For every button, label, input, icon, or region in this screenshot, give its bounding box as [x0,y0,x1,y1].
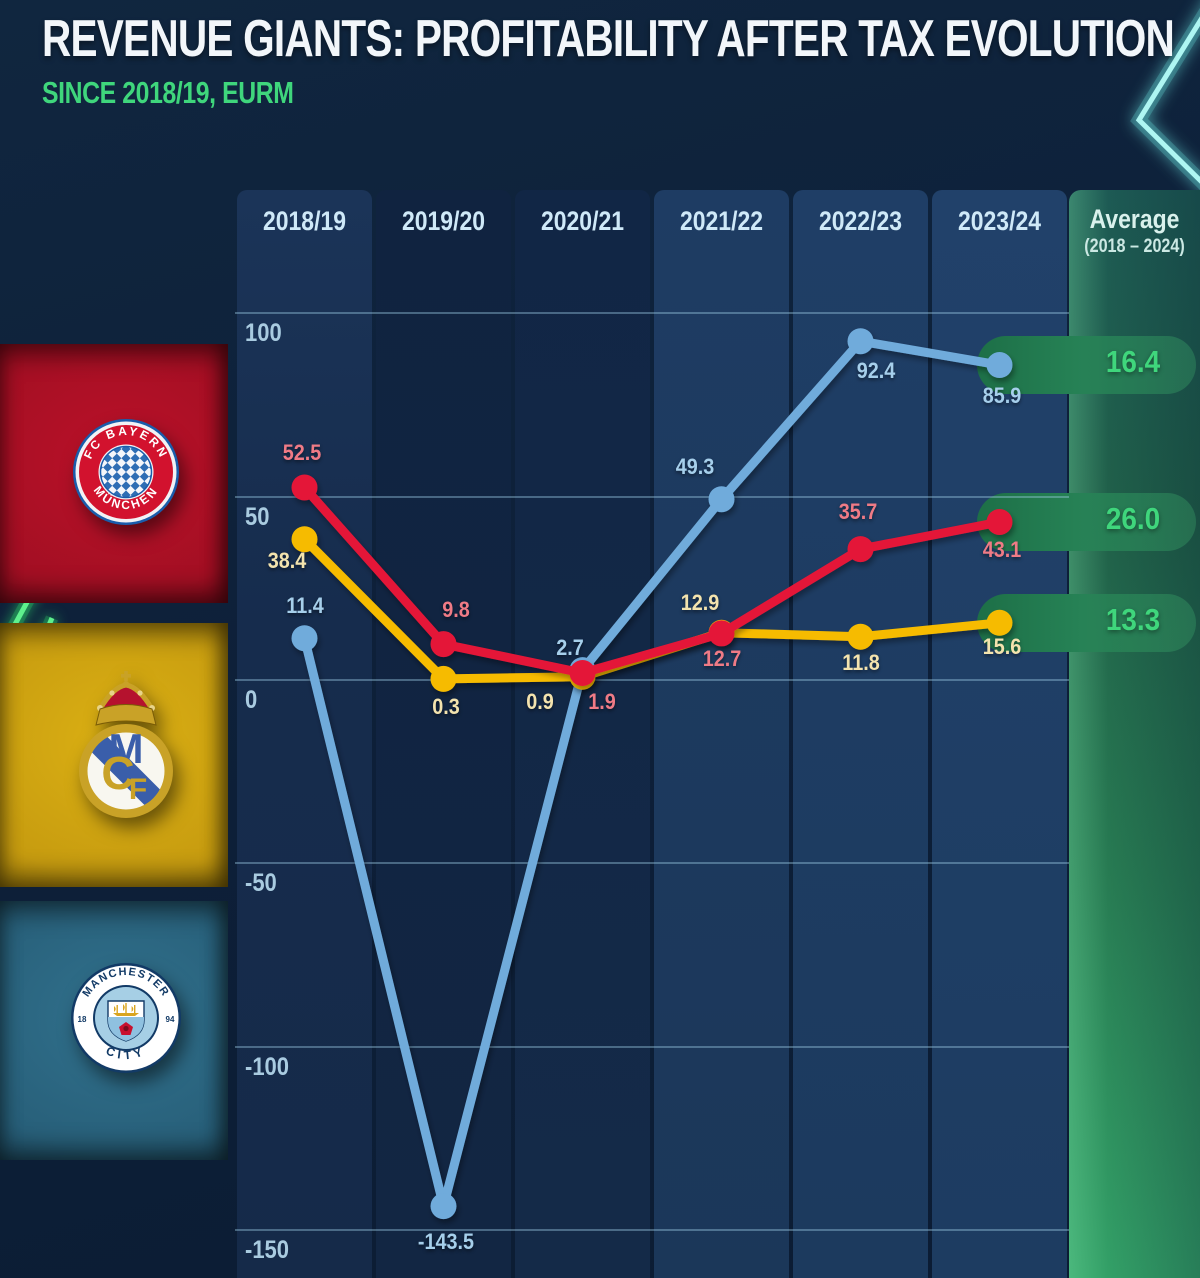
club-panel-man-city: MANCHESTER CITY 18 94 [0,901,228,1160]
data-point-label: 0.3 [431,693,460,719]
data-point-label: 92.4 [856,358,895,384]
ship-icon [113,1003,139,1016]
season-column-2020-21: 2020/21 [515,190,650,1278]
data-point-label: 11.4 [285,593,324,619]
real-monogram-c: C [101,747,134,799]
season-column-2022-23: 2022/23 [793,190,928,1278]
crown-icon [95,671,157,726]
average-value: 16.4 [1105,344,1161,380]
gridline [235,679,1069,681]
data-point-label: 0.9 [525,688,554,714]
manchester-city-badge-icon: MANCHESTER CITY 18 94 [71,963,181,1073]
data-point-label: 49.3 [675,454,714,480]
average-pill [977,593,1196,652]
season-column-label: 2021/22 [680,206,763,236]
club-panel-real-madrid: M C F [0,623,228,887]
y-axis-tick-label: -50 [245,869,277,898]
data-point-label: 43.1 [982,536,1021,562]
data-point-label: 12.9 [680,589,719,615]
average-column-title: Average [1089,204,1180,234]
average-value: 26.0 [1105,500,1161,536]
season-column-label: 2022/23 [819,206,902,236]
data-point-label: -143.5 [417,1229,474,1255]
gridline [235,1045,1069,1048]
season-column-label: 2019/20 [402,206,485,236]
city-badge-year-left: 18 [78,1015,87,1024]
data-point-label: 9.8 [441,597,470,623]
real-madrid-badge-icon: M C F [79,671,173,818]
season-column-2018-19: 2018/19 [237,190,372,1278]
data-point-label: 38.4 [267,548,306,574]
y-axis-tick-label: 0 [245,686,258,714]
header: REVENUE GIANTS: PROFITABILITY AFTER TAX … [42,12,1200,111]
club-panel-bayern: FC BAYERN MÜNCHEN [0,344,228,603]
city-shield-icon [107,1000,145,1042]
page-subtitle: SINCE 2018/19, EURM [42,74,294,110]
gridline [235,862,1069,865]
data-point-label: 85.9 [982,383,1021,409]
season-column-2019-20: 2019/20 [376,190,511,1278]
data-point-label: 12.7 [702,646,741,672]
gridline [235,1229,1069,1231]
data-point-label: 35.7 [838,499,877,525]
city-badge-year-right: 94 [166,1015,175,1024]
real-monogram-m: M [109,725,144,772]
season-column-label: 2018/19 [263,206,346,236]
y-axis-tick-label: -150 [245,1236,290,1264]
data-point-label: 52.5 [282,439,321,465]
bayern-munich-badge-icon: FC BAYERN MÜNCHEN [73,419,179,525]
average-value: 13.3 [1105,601,1161,637]
rose-icon [119,1022,133,1035]
average-column-range: (2018 – 2024) [1084,236,1185,257]
gridline [235,312,1069,315]
season-column-label: 2020/21 [541,206,624,236]
average-pill [977,492,1196,551]
season-column-2021-22: 2021/22 [654,190,789,1278]
average-pill [977,336,1196,395]
page-title: REVENUE GIANTS: PROFITABILITY AFTER TAX … [42,10,1175,68]
season-column-label: 2023/24 [958,206,1041,236]
data-point-label: 2.7 [555,635,584,661]
y-axis-tick-label: -100 [245,1052,290,1081]
data-point-label: 15.6 [982,633,1021,659]
y-axis-tick-label: 50 [245,502,270,531]
data-point-label: 11.8 [841,649,880,675]
gridline [235,495,1069,498]
data-point-label: 1.9 [587,689,616,715]
y-axis-tick-label: 100 [245,319,282,348]
real-monogram-f: F [129,773,147,806]
